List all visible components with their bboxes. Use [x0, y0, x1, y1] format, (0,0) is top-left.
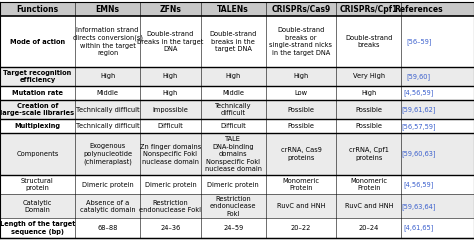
- Text: [4,56,59]: [4,56,59]: [403, 90, 434, 96]
- Bar: [0, 2, 474, 16]
- Text: [59,63,64]: [59,63,64]: [401, 203, 436, 210]
- Text: [4,56,59]: [4,56,59]: [403, 181, 434, 188]
- Text: CRISPRs/Cas9: CRISPRs/Cas9: [271, 5, 331, 14]
- Text: Double-strand
breaks in the
target DNA: Double-strand breaks in the target DNA: [210, 31, 257, 52]
- Text: ZFNs: ZFNs: [159, 5, 182, 14]
- Bar: [0, 16, 474, 67]
- Text: Multiplexing: Multiplexing: [14, 123, 61, 129]
- Bar: [0, 175, 474, 194]
- Text: Length of the target
sequence (bp): Length of the target sequence (bp): [0, 221, 75, 235]
- Text: Impossible: Impossible: [153, 107, 188, 113]
- Text: High: High: [226, 73, 241, 79]
- Text: CRISPRs/Cpf1: CRISPRs/Cpf1: [339, 5, 398, 14]
- Text: [59,61,62]: [59,61,62]: [401, 106, 436, 113]
- Text: 20–22: 20–22: [291, 225, 311, 231]
- Text: 24–59: 24–59: [223, 225, 243, 231]
- Bar: [0, 133, 474, 175]
- Text: Very High: Very High: [353, 73, 385, 79]
- Text: Dimeric protein: Dimeric protein: [145, 182, 196, 188]
- Text: Target recognition
efficiency: Target recognition efficiency: [3, 70, 72, 83]
- Bar: [0, 119, 474, 133]
- Text: Creation of
large-scale libraries: Creation of large-scale libraries: [0, 103, 74, 116]
- Text: Double-strand
breaks: Double-strand breaks: [345, 35, 392, 48]
- Text: Possible: Possible: [288, 123, 314, 129]
- Text: Restriction
endonuclease
FokI: Restriction endonuclease FokI: [210, 196, 256, 217]
- Bar: [0, 86, 474, 100]
- Text: [59,60,63]: [59,60,63]: [401, 151, 436, 157]
- Text: 20–24: 20–24: [359, 225, 379, 231]
- Text: Difficult: Difficult: [157, 123, 183, 129]
- Text: [59,60]: [59,60]: [407, 73, 431, 80]
- Text: crRNA, Cas9
proteins: crRNA, Cas9 proteins: [281, 147, 321, 161]
- Text: Difficult: Difficult: [220, 123, 246, 129]
- Text: Double-strand
breaks in the target
DNA: Double-strand breaks in the target DNA: [137, 31, 204, 52]
- Text: Functions: Functions: [17, 5, 58, 14]
- Text: Mutation rate: Mutation rate: [12, 90, 63, 96]
- Text: Middle: Middle: [97, 90, 118, 96]
- Text: High: High: [163, 73, 178, 79]
- Text: Zn finger domains
Nonspecific FokI
nuclease domain: Zn finger domains Nonspecific FokI nucle…: [140, 144, 201, 165]
- Text: RuvC and HNH: RuvC and HNH: [277, 203, 325, 209]
- Text: High: High: [361, 90, 376, 96]
- Text: Structural
protein: Structural protein: [21, 178, 54, 192]
- Text: Dimeric protein: Dimeric protein: [207, 182, 259, 188]
- Text: Restriction
endonuclease FokI: Restriction endonuclease FokI: [139, 200, 201, 213]
- Text: Absence of a
catalytic domain: Absence of a catalytic domain: [80, 200, 136, 213]
- Text: RuvC and HNH: RuvC and HNH: [345, 203, 393, 209]
- Text: crRNA, Cpf1
proteins: crRNA, Cpf1 proteins: [349, 147, 389, 161]
- Bar: [0, 218, 474, 238]
- Text: Information strand
directs conversion(s)
within the target
region: Information strand directs conversion(s)…: [73, 27, 143, 56]
- Text: Possible: Possible: [288, 107, 314, 113]
- Text: TALE
DNA-binding
domains
Nonspecific FokI
nuclease domain: TALE DNA-binding domains Nonspecific Fok…: [205, 136, 262, 172]
- Text: Double-strand
breaks or
single-strand nicks
in the target DNA: Double-strand breaks or single-strand ni…: [270, 27, 332, 56]
- Bar: [0, 194, 474, 218]
- Text: High: High: [100, 73, 115, 79]
- Text: Possible: Possible: [356, 107, 382, 113]
- Text: Dimeric protein: Dimeric protein: [82, 182, 134, 188]
- Text: Middle: Middle: [222, 90, 244, 96]
- Bar: [0, 100, 474, 119]
- Text: Technically difficult: Technically difficult: [76, 123, 139, 129]
- Text: Monomeric
Protein: Monomeric Protein: [283, 178, 319, 192]
- Text: [56–59]: [56–59]: [406, 38, 431, 45]
- Text: Low: Low: [294, 90, 308, 96]
- Text: High: High: [163, 90, 178, 96]
- Bar: [0, 67, 474, 86]
- Text: 68–88: 68–88: [98, 225, 118, 231]
- Text: [56,57,59]: [56,57,59]: [401, 123, 436, 130]
- Text: Possible: Possible: [356, 123, 382, 129]
- Text: 24–36: 24–36: [160, 225, 181, 231]
- Text: Exogenous
polynucleotide
(chimeraplast): Exogenous polynucleotide (chimeraplast): [83, 143, 132, 165]
- Text: References: References: [394, 5, 443, 14]
- Text: [4,61,65]: [4,61,65]: [403, 225, 434, 231]
- Text: Monomeric
Protein: Monomeric Protein: [350, 178, 387, 192]
- Text: Technically difficult: Technically difficult: [76, 107, 139, 113]
- Text: Components: Components: [16, 151, 59, 157]
- Text: Catalytic
Domain: Catalytic Domain: [23, 200, 52, 213]
- Text: TALENs: TALENs: [218, 5, 249, 14]
- Text: Technically
difficult: Technically difficult: [215, 103, 252, 116]
- Text: Mode of action: Mode of action: [10, 39, 65, 45]
- Text: EMNs: EMNs: [96, 5, 119, 14]
- Text: High: High: [293, 73, 309, 79]
